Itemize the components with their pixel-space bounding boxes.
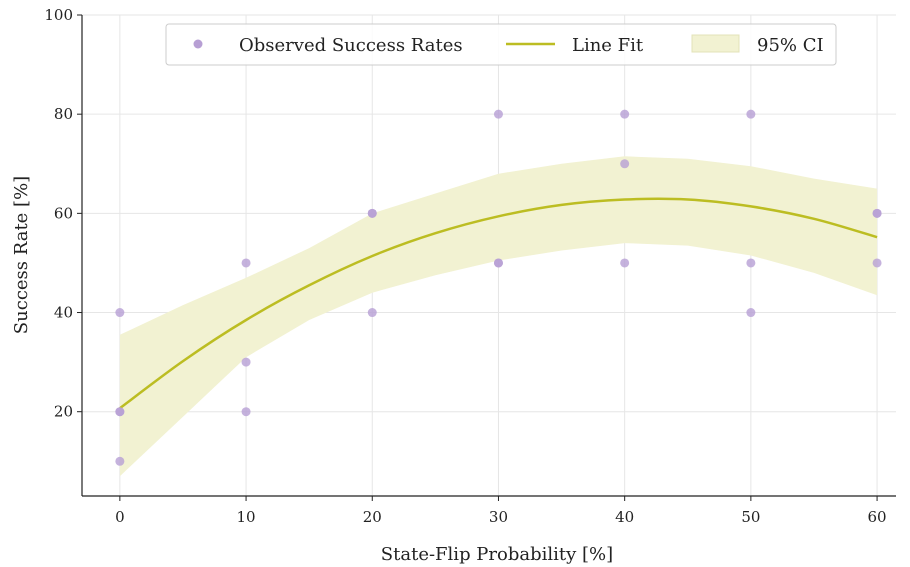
x-axis-label: State-Flip Probability [%] [381, 544, 613, 565]
data-point-21 [872, 208, 882, 218]
axes [77, 14, 896, 501]
x-tick-label-60: 60 [868, 508, 887, 526]
y-axis-label: Success Rate [%] [11, 176, 32, 334]
x-tick-label-20: 20 [363, 508, 382, 526]
data-point-13 [620, 258, 630, 268]
data-point-15 [620, 109, 630, 119]
data-point-0 [115, 456, 125, 466]
x-tick-label-0: 0 [115, 508, 125, 526]
scatter-points-layer [115, 109, 882, 466]
ci-band [119, 156, 878, 477]
y-tick-label-80: 80 [54, 105, 73, 123]
data-point-19 [872, 258, 882, 268]
x-tick-label-30: 30 [489, 508, 508, 526]
legend-scatter-marker [193, 39, 203, 49]
x-tick-label-40: 40 [615, 508, 634, 526]
data-point-7 [367, 308, 377, 318]
y-tick-label-60: 60 [54, 204, 73, 222]
tick-labels: 0 10 20 30 40 50 60 20 40 60 80 100 [44, 6, 886, 526]
data-point-4 [241, 407, 251, 417]
data-point-18 [746, 109, 756, 119]
legend-label-ci: 95% CI [757, 35, 824, 56]
data-point-3 [115, 308, 125, 318]
fit-line [119, 197, 878, 410]
x-tick-label-10: 10 [237, 508, 256, 526]
y-tick-label-100: 100 [44, 6, 73, 24]
data-point-17 [746, 258, 756, 268]
data-point-2 [115, 407, 125, 417]
legend: Observed Success Rates Line Fit 95% CI [165, 23, 837, 66]
y-tick-label-20: 20 [54, 403, 73, 421]
data-point-5 [241, 357, 251, 367]
data-point-16 [746, 308, 756, 318]
data-point-6 [241, 258, 251, 268]
data-point-11 [493, 258, 503, 268]
legend-band-marker [691, 34, 740, 53]
x-tick-label-50: 50 [741, 508, 760, 526]
fit-line-layer [119, 197, 878, 410]
legend-label-line-fit: Line Fit [572, 35, 644, 56]
ci-band-layer [119, 156, 878, 477]
data-point-14 [620, 159, 630, 169]
y-tick-label-40: 40 [54, 304, 73, 322]
legend-frame [165, 23, 837, 66]
legend-label-observed: Observed Success Rates [239, 35, 463, 56]
data-point-9 [367, 208, 377, 218]
data-point-12 [493, 109, 503, 119]
